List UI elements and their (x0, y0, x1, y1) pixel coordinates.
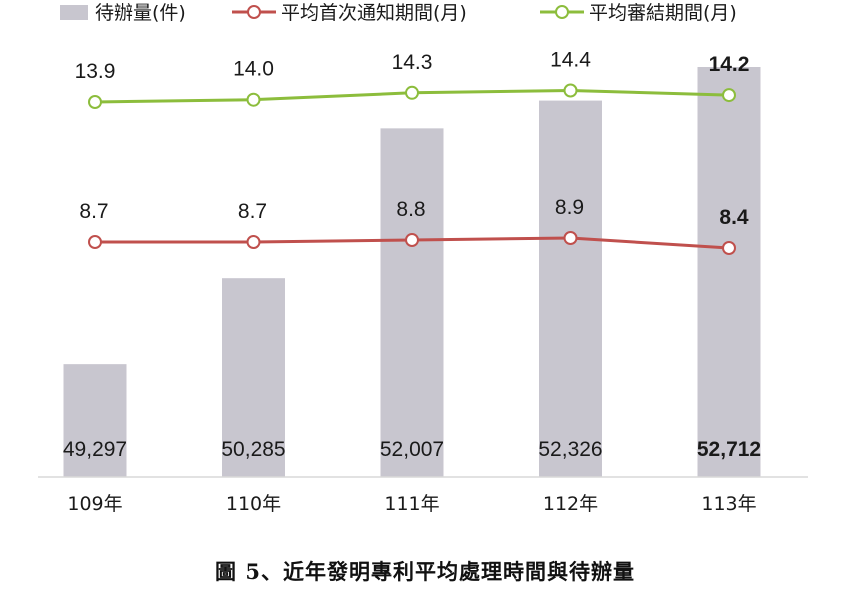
x-tick-labels: 109年 110年 111年 112年 113年 (67, 493, 756, 515)
first-notice-label-113年: 8.4 (719, 206, 749, 229)
legend-marker-examination (555, 5, 569, 19)
first-notice-label-111年: 8.8 (396, 198, 425, 221)
x-tick-111年: 111年 (384, 493, 439, 515)
first-notice-marker-112年 (563, 231, 578, 245)
legend-label-examination: 平均審結期間(月) (589, 2, 737, 24)
examination-label-113年: 14.2 (709, 53, 750, 76)
examination-marker-109年 (88, 95, 102, 109)
first-notice-label-112年: 8.9 (555, 196, 584, 219)
bar-109年 (63, 364, 127, 477)
backlog-label-111年: 52,007 (380, 438, 444, 461)
first-notice-label-109年: 8.7 (79, 200, 108, 223)
backlog-label-112年: 52,326 (538, 438, 602, 461)
examination-marker-113年 (722, 88, 736, 103)
backlog-label-109年: 49,297 (63, 438, 127, 461)
x-tick-110年: 110年 (226, 493, 281, 515)
examination-marker-112年 (563, 83, 578, 98)
caption-text: 、近年發明專利平均處理時間與待辦量 (260, 559, 635, 584)
examination-label-110年: 14.0 (233, 58, 274, 81)
x-tick-112年: 112年 (543, 493, 598, 515)
bar-110年 (222, 278, 285, 477)
first-notice-marker-109年 (88, 235, 102, 249)
first-notice-marker-113年 (722, 241, 736, 255)
legend: 待辦量(件) 平均首次通知期間(月) 平均審結期間(月) (60, 2, 737, 24)
figure-caption: 圖 5、近年發明專利平均處理時間與待辦量 (0, 556, 850, 586)
examination-label-109年: 13.9 (75, 60, 116, 83)
legend-marker-first-notice (247, 5, 261, 19)
bar-113年 (697, 67, 761, 477)
bar-series (63, 67, 761, 478)
bar-111年 (380, 128, 444, 477)
backlog-label-113年: 52,712 (697, 438, 761, 461)
examination-marker-111年 (405, 85, 419, 100)
x-tick-113年: 113年 (701, 493, 756, 515)
legend-swatch-backlog (60, 5, 88, 20)
x-tick-109年: 109年 (67, 493, 122, 515)
backlog-label-110年: 50,285 (221, 438, 285, 461)
examination-marker-110年 (246, 92, 261, 107)
line-series (88, 83, 736, 255)
first-notice-marker-111年 (405, 233, 419, 247)
caption-number: 5 (245, 559, 261, 584)
examination-label-112年: 14.4 (550, 49, 591, 72)
examination-label-111年: 14.3 (392, 51, 433, 74)
bar-112年 (539, 100, 602, 478)
caption-prefix: 圖 (215, 559, 238, 584)
legend-label-backlog: 待辦量(件) (95, 2, 186, 24)
first-notice-marker-110年 (246, 235, 261, 249)
first-notice-label-110年: 8.7 (238, 200, 267, 223)
legend-label-first-notice: 平均首次通知期間(月) (281, 2, 467, 24)
data-labels: 49,297 50,285 52,007 52,326 52,712 8.7 8.7 8.8 8… (63, 49, 761, 462)
